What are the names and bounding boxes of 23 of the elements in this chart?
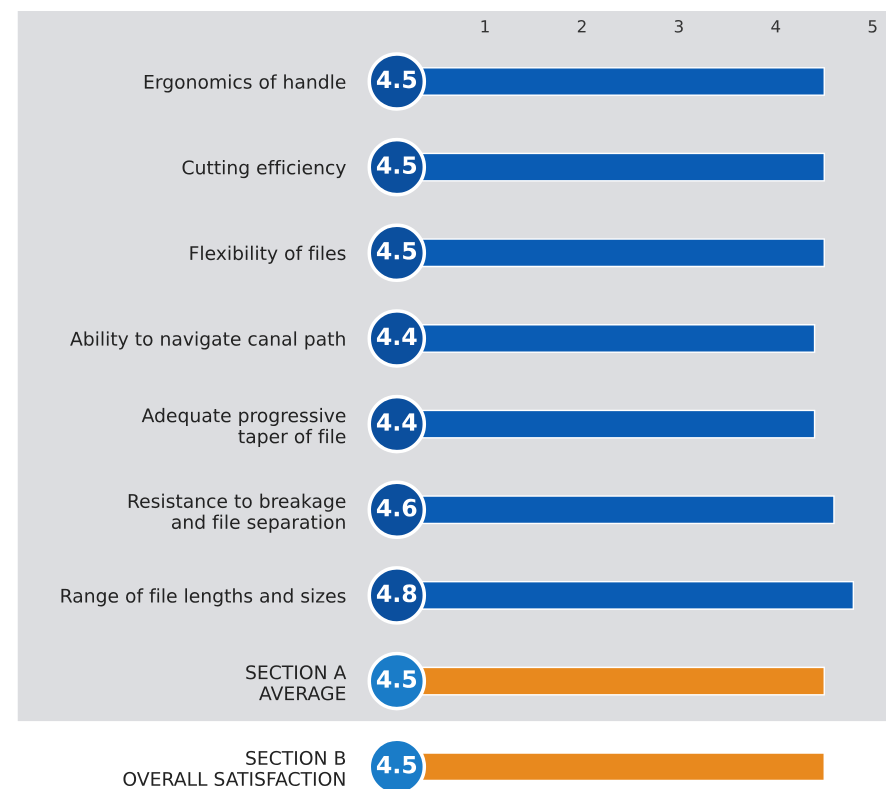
y-tick-label: Flexibility of files	[190, 246, 346, 264]
x-tick-label: 2	[578, 20, 586, 32]
y-tick-label: SECTION A AVERAGE	[246, 665, 346, 700]
data-label: 4.5	[376, 670, 416, 688]
data-label: 4.6	[376, 498, 416, 517]
data-label: 4.4	[376, 413, 417, 431]
data-label: 4.5	[376, 242, 416, 260]
y-tick-label: Ergonomics of handle	[144, 74, 346, 93]
x-tick-label: 5	[868, 20, 877, 33]
y-tick-label: Adequate progressive taper of file	[142, 408, 346, 448]
y-tick-label: Ability to navigate canal path	[70, 331, 345, 350]
data-label: 4.5	[376, 156, 416, 174]
data-label: 4.5	[376, 70, 416, 88]
y-tick-label: SECTION B OVERALL SATISFACTION	[123, 750, 346, 786]
data-label: 4.8	[376, 584, 416, 602]
y-tick-label: Range of file lengths and sizes	[61, 588, 346, 606]
x-tick-label: 1	[482, 20, 489, 32]
data-label: 4.4	[376, 328, 417, 345]
x-tick-label: 4	[771, 20, 780, 32]
y-tick-label: Cutting efficiency	[182, 160, 346, 178]
y-tick-label: Resistance to breakage and file separation	[128, 494, 346, 533]
data-label: 4.5	[376, 756, 416, 774]
x-tick-label: 3	[674, 20, 683, 33]
